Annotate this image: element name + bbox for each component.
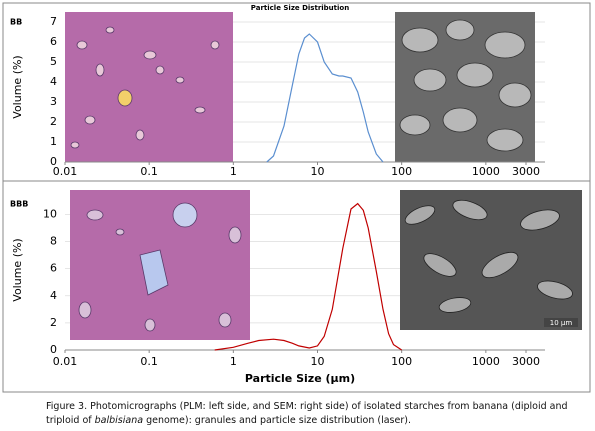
x-tick-label: 10 [311, 165, 325, 178]
x-tick-label: 1 [230, 165, 237, 178]
panel-label: BBB [10, 200, 28, 209]
caption-text: Figure 3. Photomicrographs (PLM: left si… [46, 401, 568, 426]
x-tick-label: 1000 [472, 355, 500, 368]
figure-charts: 10 µm BB Particle Size Distribution Volume… [2, 2, 591, 393]
y-tick-label: 8 [50, 235, 57, 248]
y-tick-label: 3 [50, 95, 57, 108]
x-tick-label: 100 [391, 355, 412, 368]
line-series [266, 33, 384, 163]
x-tick-label: 10 [311, 355, 325, 368]
x-tick-label: 3000 [512, 165, 540, 178]
x-tick-label: 0.1 [140, 165, 158, 178]
x-tick-label: 1000 [472, 165, 500, 178]
scale-bar-label: 10 µm [550, 319, 573, 327]
sem-granules [399, 19, 532, 152]
y-tick-label: 4 [50, 75, 57, 88]
plm-image [65, 12, 233, 162]
frame [2, 2, 591, 393]
y-tick-label: 0 [50, 155, 57, 168]
x-tick-label: 1 [230, 355, 237, 368]
y-axis-label: Volume (%) [11, 55, 24, 118]
line-series [214, 202, 403, 351]
x-tick-label: 0.1 [140, 355, 158, 368]
granules [78, 202, 242, 332]
panel-label: BB [10, 18, 22, 27]
y-tick-label: 4 [50, 289, 57, 302]
y-tick-label: 1 [50, 135, 57, 148]
y-tick-label: 2 [50, 316, 57, 329]
y-tick-label: 10 [43, 207, 57, 220]
caption-text: genome): granules and particle size dist… [143, 415, 411, 426]
caption: Figure 3. Photomicrographs (PLM: left si… [46, 400, 576, 428]
y-tick-label: 0 [50, 343, 57, 356]
x-tick-label: 0.01 [53, 165, 78, 178]
y-tick-label: 7 [50, 15, 57, 28]
x-tick-label: 3000 [512, 355, 540, 368]
sem-granules [404, 199, 573, 313]
x-tick-label: 100 [391, 165, 412, 178]
x-axis-label: Particle Size (µm) [245, 372, 355, 385]
caption-italic: balbisiana [94, 415, 144, 426]
scale-bar-box [544, 318, 578, 327]
y-tick-label: 6 [50, 35, 57, 48]
y-tick-label: 6 [50, 262, 57, 275]
y-tick-label: 2 [50, 115, 57, 128]
chart-title: Particle Size Distribution [251, 4, 349, 12]
y-axis-label: Volume (%) [11, 238, 24, 301]
granules [70, 26, 220, 149]
x-tick-label: 0.01 [53, 355, 78, 368]
images: 10 µm [65, 12, 582, 340]
y-tick-label: 5 [50, 55, 57, 68]
